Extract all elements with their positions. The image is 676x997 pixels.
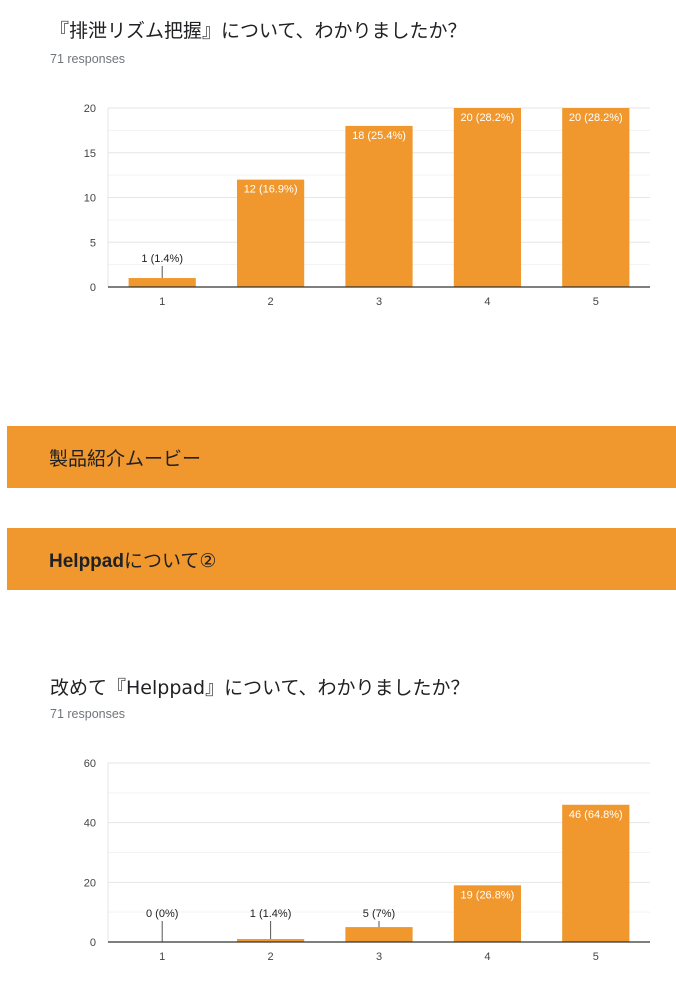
bar bbox=[236, 939, 305, 942]
data-label: 46 (64.8%) bbox=[569, 809, 623, 821]
x-tick-label: 5 bbox=[593, 296, 599, 308]
x-tick-label: 2 bbox=[268, 951, 274, 963]
y-tick-label: 0 bbox=[90, 937, 96, 949]
bar-chart: 0 5 10 15 20 1 (1.4%) 1 12 (16.9%) 2 18 (25.4%) 3 2… bbox=[84, 103, 650, 308]
x-tick-label: 4 bbox=[484, 296, 490, 308]
bar bbox=[562, 804, 630, 942]
bar bbox=[562, 108, 630, 287]
bar bbox=[453, 108, 522, 287]
data-label: 20 (28.2%) bbox=[569, 112, 623, 124]
y-tick-label: 60 bbox=[84, 758, 96, 770]
x-tick-label: 3 bbox=[376, 951, 382, 963]
x-tick-label: 1 bbox=[159, 296, 165, 308]
y-tick-label: 10 bbox=[84, 193, 96, 205]
y-tick-label: 15 bbox=[84, 148, 96, 160]
data-label: 18 (25.4%) bbox=[352, 130, 406, 142]
bar bbox=[453, 885, 522, 942]
x-tick-label: 5 bbox=[593, 951, 599, 963]
section-title: 製品紹介ムービー bbox=[49, 447, 202, 470]
data-label: 19 (26.8%) bbox=[460, 889, 514, 901]
data-label: 1 (1.4%) bbox=[141, 253, 183, 265]
x-tick-label: 4 bbox=[484, 951, 490, 963]
bar bbox=[236, 179, 305, 287]
response-count: 71 responses bbox=[50, 52, 126, 66]
section-title-bold: Helppad bbox=[49, 550, 124, 572]
data-label: 1 (1.4%) bbox=[250, 908, 292, 920]
y-tick-label: 20 bbox=[84, 103, 96, 115]
bar-chart: 0 20 40 60 0 (0%) 1 1 (1.4%) 2 5 (7%) 3 19 (26.8%)… bbox=[84, 758, 650, 963]
response-count: 71 responses bbox=[50, 707, 126, 721]
section-title-rest: について② bbox=[123, 549, 217, 572]
data-label: 20 (28.2%) bbox=[460, 112, 514, 124]
data-label: 0 (0%) bbox=[146, 908, 178, 920]
data-label: 5 (7%) bbox=[363, 908, 395, 920]
y-tick-label: 40 bbox=[84, 818, 96, 830]
x-tick-label: 1 bbox=[159, 951, 165, 963]
section-header: Helppadについて② bbox=[7, 528, 676, 590]
x-tick-label: 3 bbox=[376, 296, 382, 308]
question-title: 『排泄リズム把握』について、わかりましたか？ bbox=[50, 20, 467, 42]
x-tick-label: 2 bbox=[268, 296, 274, 308]
bar bbox=[345, 125, 413, 288]
section-title: Helppadについて② bbox=[49, 546, 216, 573]
section-header: 製品紹介ムービー bbox=[7, 426, 676, 488]
y-tick-label: 20 bbox=[84, 877, 96, 889]
data-label: 12 (16.9%) bbox=[244, 184, 298, 196]
bar bbox=[128, 278, 196, 287]
question-title: 改めて『Helppad』について、わかりましたか？ bbox=[50, 677, 470, 699]
bar bbox=[345, 927, 413, 942]
y-tick-label: 5 bbox=[90, 237, 96, 249]
y-tick-label: 0 bbox=[90, 282, 96, 294]
